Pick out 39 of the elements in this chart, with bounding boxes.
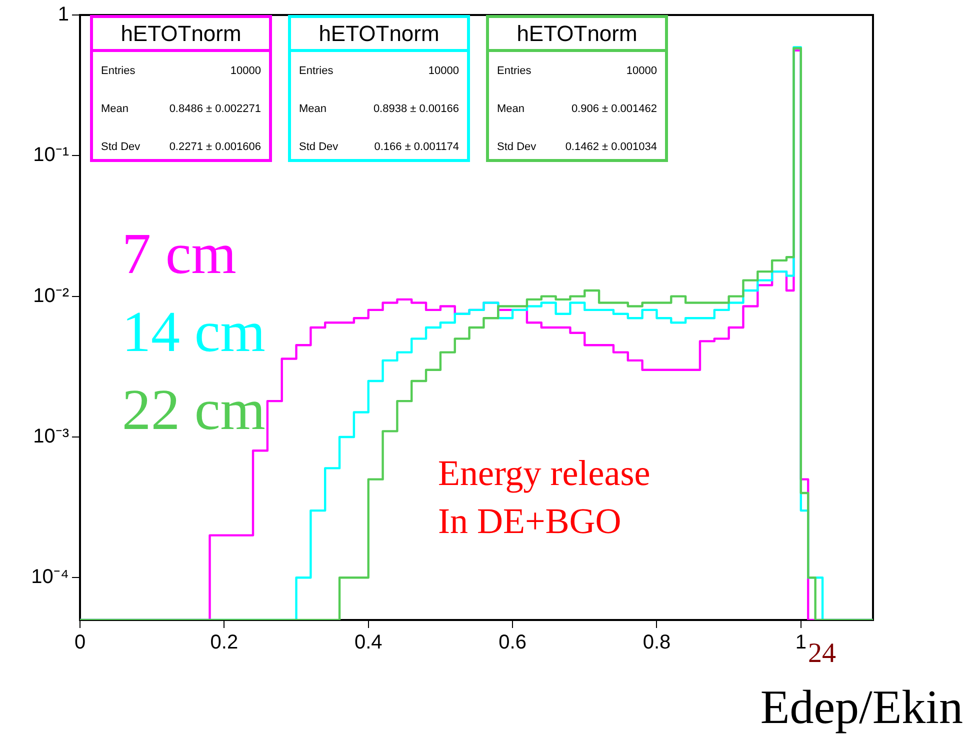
x-tick-label: 0.8 (642, 632, 671, 654)
x-axis-title: Edep/Ekin (760, 680, 963, 735)
annotation: Std Dev (497, 141, 536, 153)
y-tick-label: 1 (58, 4, 69, 26)
annotation: 0.2271 ± 0.001606 (169, 141, 261, 153)
x-tick-label: 0.2 (210, 632, 238, 654)
annotation: 10000 (428, 65, 459, 77)
annotation: hETOTnorm (93, 18, 269, 52)
x-tick-label: 1 (795, 632, 806, 654)
series-label: 14 cm (122, 299, 266, 364)
annotation: In DE+BGO (438, 500, 622, 542)
annotation: Entries (101, 65, 136, 77)
annotation: 10000 (230, 65, 261, 77)
annotation: hETOTnorm (291, 18, 467, 52)
annotation: hETOTnorm (489, 18, 665, 52)
annotation: Std Dev (299, 141, 338, 153)
y-tick-label: 10⁻² (33, 284, 70, 307)
series-label: 7 cm (122, 221, 236, 286)
annotation: 10000 (626, 65, 657, 77)
x-tick-label: 0 (74, 632, 86, 654)
text: 24 (808, 638, 836, 670)
annotation: Entries (299, 65, 334, 77)
annotation: Entries (497, 65, 532, 77)
annotation: 0.1462 ± 0.001034 (565, 141, 657, 153)
annotation: Mean (101, 103, 129, 115)
y-tick-label: 10⁻¹ (33, 144, 70, 166)
annotation: Mean (299, 103, 327, 115)
y-tick-label: 10⁻⁴ (31, 566, 69, 588)
annotation: 0.906 ± 0.001462 (571, 103, 657, 115)
annotation: Std Dev (101, 141, 140, 153)
annotation: Energy release (438, 452, 650, 494)
annotation: 0.8938 ± 0.00166 (373, 103, 459, 115)
annotation: 0.8486 ± 0.002271 (169, 103, 261, 115)
annotation: 0.166 ± 0.001174 (374, 141, 459, 153)
x-tick-label: 0.6 (498, 632, 526, 654)
series-label: 22 cm (122, 377, 266, 442)
x-tick-label: 0.4 (354, 632, 382, 654)
y-tick-label: 10⁻³ (33, 426, 70, 448)
annotation: Mean (497, 103, 525, 115)
